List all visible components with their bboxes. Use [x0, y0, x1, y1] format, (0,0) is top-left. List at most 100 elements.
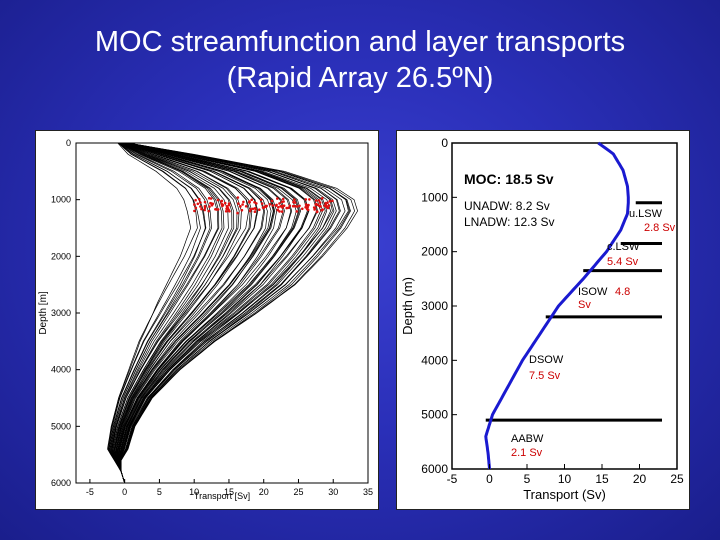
max-marker	[225, 205, 229, 208]
ensemble-line	[119, 142, 335, 484]
y-tick-label: 2000	[421, 245, 448, 259]
y-tick-label: 5000	[421, 408, 448, 422]
max-marker	[304, 203, 308, 206]
max-marker	[308, 198, 311, 201]
ensemble-line	[117, 142, 284, 484]
max-marker	[314, 203, 318, 206]
max-marker	[282, 200, 285, 203]
title-line-1: MOC streamfunction and layer transports	[94, 26, 626, 58]
max-marker	[278, 202, 281, 205]
max-marker	[200, 207, 203, 211]
ensemble-line	[120, 142, 358, 484]
max-marker	[271, 204, 275, 207]
max-marker	[281, 197, 285, 201]
max-marker	[209, 201, 212, 205]
max-marker	[320, 197, 324, 200]
max-marker	[254, 207, 258, 211]
max-marker	[228, 210, 231, 213]
ensemble-line	[107, 142, 201, 484]
x-tick-label: 10	[558, 472, 572, 486]
ensemble-line	[119, 142, 323, 484]
max-marker	[238, 205, 242, 208]
max-marker	[251, 207, 255, 211]
max-marker	[315, 210, 319, 214]
max-marker	[278, 210, 281, 213]
ensemble-line	[118, 142, 299, 484]
max-marker	[198, 197, 201, 201]
moc-profile-chart-panel: -5 0 5 10 15 20 25 0 1000 2000 3000 4000 5000 6000 Tra…	[396, 130, 690, 510]
y-tick-label: 0	[441, 136, 448, 150]
y-tick-label: 2000	[51, 251, 71, 261]
title-line-2: (Rapid Array 26.5ºN)	[226, 62, 494, 94]
max-marker	[305, 207, 309, 211]
layer-value-unit: Sv	[578, 299, 591, 311]
max-marker	[317, 199, 321, 202]
ensemble-streamfunction-chart: -5 0 5 10 15 20 25 30 35 0 1000 2000 3000 4000 5000 600…	[38, 138, 373, 501]
max-marker	[203, 204, 207, 208]
ensemble-line	[116, 142, 272, 484]
max-marker	[295, 210, 299, 213]
max-marker	[304, 198, 308, 201]
x-tick-label: 5	[157, 487, 162, 497]
layer-value-label: 4.8	[615, 286, 630, 298]
max-marker	[280, 205, 283, 208]
max-marker	[194, 198, 197, 202]
max-marker	[327, 204, 331, 207]
ensemble-line	[114, 142, 253, 484]
layer-name-label: AABW	[511, 433, 544, 445]
x-tick-label: 0	[486, 472, 493, 486]
max-marker	[208, 205, 211, 208]
ensemble-line	[120, 142, 341, 484]
max-marker	[199, 201, 202, 204]
max-marker	[249, 207, 252, 211]
max-marker	[248, 209, 252, 213]
max-marker	[301, 207, 304, 211]
max-marker	[324, 205, 328, 208]
max-marker	[326, 201, 329, 205]
max-marker	[248, 201, 251, 204]
ensemble-line	[112, 142, 235, 484]
max-marker	[276, 197, 279, 200]
layer-name-label: c.LSW	[607, 241, 640, 253]
max-marker	[240, 208, 244, 212]
layer-value-label: 5.4 Sv	[607, 256, 639, 268]
max-marker	[221, 203, 225, 207]
lnadw-annotation: LNADW: 12.3 Sv	[464, 215, 554, 229]
x-tick-label: -5	[447, 472, 458, 486]
ensemble-line	[119, 142, 331, 484]
x-tick-label: 15	[224, 487, 234, 497]
layer-name-label: u.LSW	[629, 208, 663, 220]
ensemble-line	[115, 142, 258, 484]
max-marker	[270, 199, 274, 203]
max-marker	[220, 200, 223, 203]
ensemble-line	[109, 142, 211, 484]
layer-value-label: 2.1 Sv	[511, 447, 543, 459]
layer-name-label: DSOW	[529, 354, 564, 366]
x-tick-label: 0	[122, 487, 127, 497]
max-marker	[259, 198, 263, 202]
ensemble-line	[110, 142, 219, 484]
layer-value-label: 2.8 Sv	[644, 222, 676, 234]
ensemble-line	[117, 142, 285, 484]
ensemble-line	[116, 142, 268, 484]
max-marker	[328, 199, 332, 203]
y-tick-label: 3000	[51, 308, 71, 318]
x-tick-label: 20	[259, 487, 269, 497]
max-marker	[193, 203, 196, 206]
max-marker	[287, 206, 290, 210]
max-marker	[326, 206, 330, 210]
max-marker	[288, 204, 292, 207]
y-tick-label: 5000	[51, 421, 71, 431]
x-tick-label: 5	[524, 472, 531, 486]
max-marker	[321, 208, 325, 211]
x-axis-label: Transport [Sv]	[194, 491, 250, 501]
max-marker	[236, 196, 240, 199]
moc-profile-line	[484, 141, 630, 470]
max-marker	[236, 211, 239, 215]
ensemble-line	[117, 142, 274, 484]
y-tick-label: 4000	[51, 365, 71, 375]
max-marker	[268, 203, 272, 206]
x-tick-label: 15	[595, 472, 609, 486]
unadw-annotation: UNADW: 8.2 Sv	[464, 199, 550, 213]
max-marker	[244, 205, 248, 208]
